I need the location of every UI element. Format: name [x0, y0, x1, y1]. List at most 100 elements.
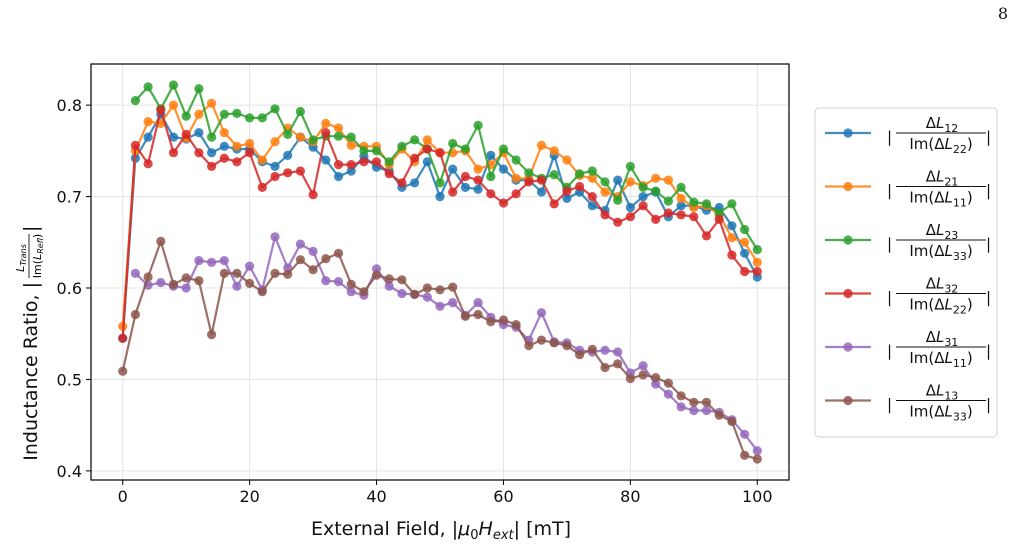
data-point — [663, 389, 674, 399]
data-point — [232, 268, 242, 278]
data-point — [156, 277, 166, 288]
data-point — [676, 201, 686, 211]
data-point — [333, 160, 344, 170]
data-point — [143, 272, 153, 282]
x-tick-label: 0 — [118, 487, 128, 506]
data-point — [371, 146, 382, 156]
data-point — [422, 135, 432, 145]
data-point — [118, 366, 128, 376]
legend-abs-right: | — [986, 342, 991, 360]
data-point — [333, 131, 344, 141]
data-point — [549, 170, 559, 180]
data-point — [473, 309, 483, 320]
data-point — [181, 283, 191, 293]
data-point — [219, 109, 229, 119]
data-point — [308, 190, 318, 200]
data-point — [435, 301, 445, 311]
data-point — [752, 266, 762, 277]
data-point — [486, 317, 496, 327]
data-point — [270, 104, 280, 114]
series-line — [134, 235, 759, 452]
data-point — [257, 182, 267, 192]
data-point — [575, 350, 585, 360]
legend-frame — [814, 107, 998, 438]
data-point — [752, 257, 762, 267]
data-point — [498, 144, 509, 154]
data-point — [524, 168, 534, 178]
legend-abs-left: | — [887, 235, 892, 253]
legend-abs-right: | — [986, 289, 991, 307]
data-point — [651, 186, 661, 196]
legend-marker — [843, 342, 853, 352]
data-point — [422, 292, 432, 302]
data-point — [194, 84, 204, 94]
series-L23-over-L33 — [130, 80, 762, 255]
data-point — [562, 193, 572, 203]
data-point — [727, 250, 737, 260]
data-point — [397, 178, 407, 188]
data-point — [270, 137, 280, 147]
data-point — [701, 405, 712, 416]
data-point — [295, 239, 305, 249]
data-point — [410, 135, 420, 145]
data-point — [346, 287, 356, 297]
data-point — [448, 138, 458, 149]
data-point — [587, 173, 597, 183]
data-point — [714, 214, 724, 224]
legend-abs-right: | — [986, 235, 991, 253]
data-point — [651, 373, 661, 383]
data-point — [676, 391, 686, 401]
data-point — [689, 212, 699, 222]
data-point — [359, 157, 369, 167]
data-point — [207, 98, 217, 108]
x-tick-label: 100 — [742, 487, 773, 506]
data-point — [295, 255, 305, 265]
legend-abs-right: | — [986, 396, 991, 414]
data-point — [207, 132, 217, 142]
data-point — [207, 148, 217, 158]
data-point — [473, 298, 483, 308]
data-point — [295, 132, 305, 142]
data-point — [498, 164, 509, 174]
data-point — [701, 397, 712, 407]
svg-text:|: | — [20, 226, 42, 232]
data-point — [194, 109, 204, 119]
data-point — [727, 233, 737, 243]
data-point — [562, 341, 572, 351]
data-point — [321, 254, 331, 264]
legend-abs-left: | — [887, 289, 892, 307]
data-point — [308, 265, 318, 275]
data-point — [207, 330, 217, 340]
data-point — [575, 169, 585, 179]
data-point — [359, 146, 369, 156]
data-point — [676, 193, 686, 203]
data-point — [740, 248, 750, 258]
data-point — [130, 309, 140, 320]
data-point — [333, 123, 344, 133]
data-point — [549, 146, 559, 156]
data-point — [587, 201, 597, 211]
data-point — [740, 429, 750, 439]
data-point — [676, 210, 686, 220]
data-point — [321, 155, 331, 165]
series-L31-over-L11 — [130, 232, 762, 456]
data-point — [232, 141, 242, 151]
grid-layer — [91, 64, 789, 480]
data-point — [600, 210, 610, 220]
data-point — [448, 164, 458, 174]
series-line — [134, 83, 759, 251]
legend-abs-left: | — [887, 182, 892, 200]
data-point — [168, 100, 179, 110]
legend-abs-left: | — [887, 396, 892, 414]
data-point — [448, 298, 458, 308]
data-point — [638, 182, 648, 192]
data-point — [536, 187, 547, 197]
data-point — [663, 175, 674, 185]
x-tick-label: 80 — [620, 487, 640, 506]
x-tick-label: 40 — [366, 487, 386, 506]
data-point — [663, 196, 674, 206]
data-point — [575, 181, 585, 192]
data-point — [384, 274, 394, 284]
data-point — [207, 257, 217, 267]
data-point — [219, 268, 229, 278]
